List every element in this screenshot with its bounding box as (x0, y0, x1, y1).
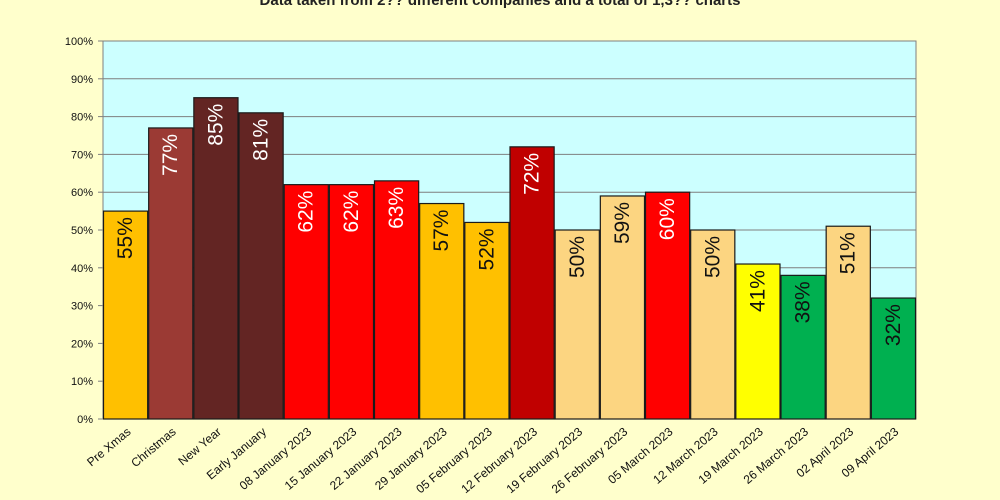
y-axis-ticks: 0% 10% 20% 30% 40% 50% 60% 70% 80% 90% 100% (65, 36, 103, 426)
bar (328, 184, 375, 420)
bar-value-label: 81% (250, 119, 273, 161)
bar-value-label: 50% (701, 236, 724, 278)
bar-value-label: 52% (475, 228, 498, 270)
bar (644, 191, 691, 420)
bar (780, 274, 826, 420)
bar (148, 127, 194, 420)
bar-value-label: 77% (159, 134, 182, 176)
bar-value-label: 59% (611, 202, 634, 244)
bar (690, 229, 736, 420)
x-tick-label: Christmas (128, 425, 178, 470)
bar (373, 180, 420, 420)
bar (193, 97, 239, 420)
y-tick-label: 70% (71, 149, 93, 161)
bar (870, 297, 917, 420)
bar-value-label: 60% (656, 198, 679, 240)
bar (599, 195, 646, 420)
bars: 55% 77% 85% 81% 62% 62% 63% 57% 52% 72% 50% 59% 60% 5… (102, 97, 917, 420)
bar (735, 263, 781, 420)
bar (825, 225, 871, 420)
bar-value-label: 85% (204, 104, 227, 146)
bar-value-label: 50% (566, 236, 589, 278)
bar (419, 202, 465, 420)
bar (464, 221, 510, 420)
bar-value-label: 72% (521, 153, 544, 195)
y-tick-label: 100% (65, 36, 93, 48)
bar (238, 112, 284, 420)
x-tick-label: 12 February 2023 (458, 424, 540, 496)
bar (283, 184, 329, 420)
y-tick-label: 90% (71, 74, 93, 86)
y-tick-label: 30% (71, 301, 93, 313)
y-tick-label: 40% (71, 263, 93, 275)
y-tick-label: 50% (71, 225, 93, 237)
bar-value-label: 32% (882, 304, 905, 346)
chart-subtitle: Data taken from 2?? different companies … (259, 0, 741, 9)
y-tick-label: 80% (71, 112, 93, 124)
bar (554, 229, 600, 420)
y-tick-label: 60% (71, 187, 93, 199)
y-tick-label: 20% (71, 338, 93, 350)
bar-value-label: 57% (430, 210, 453, 252)
bar (102, 210, 149, 420)
bar-value-label: 55% (114, 217, 137, 259)
bar-value-label: 62% (340, 191, 363, 233)
bar (509, 146, 555, 420)
bar-value-label: 38% (792, 281, 815, 323)
x-tick-label: 05 February 2023 (413, 424, 495, 496)
x-tick-label: Pre Xmas (84, 425, 133, 470)
bar-value-label: 51% (837, 232, 860, 274)
bar-value-label: 41% (746, 270, 769, 312)
x-tick-label: 26 February 2023 (549, 424, 631, 496)
y-tick-label: 0% (77, 414, 93, 426)
x-tick-label: 19 February 2023 (504, 424, 586, 496)
bar-value-label: 62% (295, 191, 318, 233)
y-tick-label: 10% (71, 376, 93, 388)
bar-value-label: 63% (385, 187, 408, 229)
